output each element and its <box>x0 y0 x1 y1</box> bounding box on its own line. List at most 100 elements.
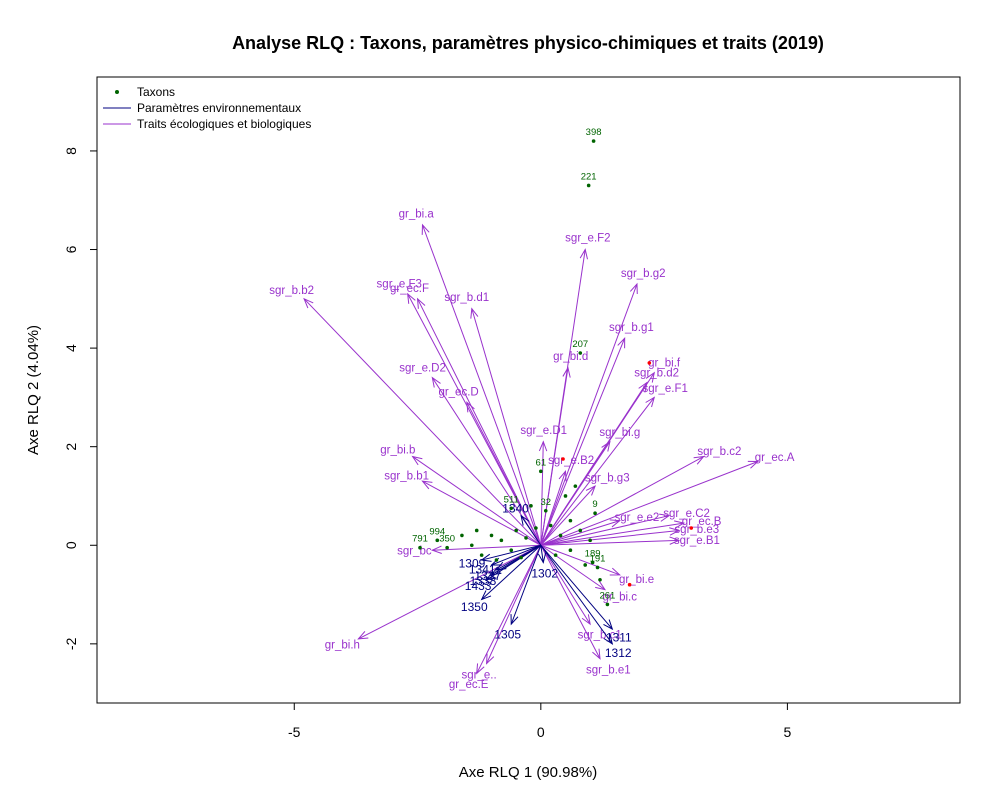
trait-arrow <box>540 397 655 546</box>
trait-arrow <box>540 545 591 625</box>
taxon-label: 207 <box>572 339 588 350</box>
trait-label: sgr_bc <box>397 546 432 558</box>
trait-label: sgr_b.e1 <box>586 664 631 676</box>
trait-arrow <box>540 545 601 659</box>
trait-label: sgr_b.c2 <box>697 446 741 458</box>
trait-arrow <box>540 544 606 591</box>
env-label: 1312 <box>605 646 632 660</box>
trait-arrow <box>540 338 626 546</box>
trait-arrow <box>422 480 542 546</box>
taxon-point <box>598 577 602 582</box>
taxon-point <box>588 538 592 543</box>
taxon-point <box>591 139 596 143</box>
env-label: 1340 <box>502 501 529 515</box>
highlighted-point <box>627 582 632 587</box>
taxon-label: 32 <box>540 497 551 508</box>
trait-label: sgr_b.d1 <box>444 292 489 304</box>
trait-arrow-head <box>693 455 705 465</box>
trait-arrow-head <box>411 455 423 466</box>
env-label: 1337 <box>474 569 501 583</box>
trait-label: sgr_bi.g <box>599 427 640 439</box>
env-arrow <box>481 544 541 561</box>
taxon-point <box>418 545 422 550</box>
taxon-point <box>499 538 504 543</box>
env-label: 1309 <box>459 556 486 570</box>
trait-label: gr_ec.F <box>390 283 429 295</box>
trait-label: gr_bi.c <box>602 591 637 603</box>
taxon-label: 61 <box>536 457 547 468</box>
trait-arrow <box>540 520 620 546</box>
taxon-point <box>558 533 563 538</box>
y-tick-label: -2 <box>63 637 79 650</box>
trait-arrow <box>540 539 679 546</box>
trait-arrow-head <box>645 371 655 383</box>
trait-arrow-head <box>476 663 485 675</box>
y-tick-label: 0 <box>63 541 79 549</box>
trait-label: sgr_e.C2 <box>663 508 710 520</box>
trait-arrow <box>422 224 542 546</box>
env-arrow <box>481 544 542 600</box>
trait-label: sgr_e.F2 <box>565 233 610 245</box>
taxon-point <box>568 548 573 552</box>
trait-arrow-head <box>466 401 475 413</box>
env-arrow-head <box>480 553 492 562</box>
taxon-label: 791 <box>412 534 428 545</box>
env-arrow-head <box>537 552 547 564</box>
taxon-label: 350 <box>439 534 455 545</box>
legend-label: Paramètres environnementaux <box>137 101 301 115</box>
env-label: 1305 <box>494 627 521 641</box>
trait-label: sgr_b.b1 <box>384 470 429 482</box>
plot-frame <box>96 76 961 704</box>
env-label: 1433 <box>465 579 492 593</box>
trait-label: sgr_e.e2 <box>615 512 660 524</box>
trait-arrow-head <box>303 297 314 309</box>
env-arrow <box>491 544 542 566</box>
trait-arrow-head <box>747 460 760 469</box>
taxon-label: 511 <box>504 494 519 505</box>
taxon-point <box>573 484 578 488</box>
highlighted-point <box>689 526 694 530</box>
highlighted-point <box>561 457 565 461</box>
legend: Taxons Paramètres environnementaux Traits … <box>103 85 311 131</box>
trait-arrow <box>540 485 596 546</box>
y-axis-label: Axe RLQ 2 (4.04%) <box>25 325 42 455</box>
trait-arrow-head <box>638 381 648 393</box>
y-tick-label: 8 <box>63 147 79 155</box>
trait-label: gr_ec.E <box>449 679 489 691</box>
trait-arrow <box>432 544 541 551</box>
x-axis-label: Axe RLQ 1 (90.98%) <box>459 764 597 781</box>
taxon-point <box>578 528 583 533</box>
legend-label: Traits écologiques et biologiques <box>137 117 311 131</box>
trait-arrow-head <box>645 396 656 408</box>
trait-label: sgr_e.D1 <box>520 425 567 437</box>
trait-arrow <box>466 402 542 546</box>
trait-arrow-head <box>592 648 601 660</box>
trait-arrow-head <box>431 376 441 388</box>
trait-arrow <box>412 456 542 546</box>
trait-label: gr_bi.h <box>325 639 360 651</box>
taxon-label: 398 <box>586 127 602 138</box>
taxon-point <box>586 183 591 188</box>
trait-arrow-head <box>673 520 686 529</box>
trait-arrow <box>540 529 679 546</box>
trait-arrow <box>540 544 620 576</box>
env-arrow-head <box>603 619 614 631</box>
taxon-point <box>553 553 558 557</box>
trait-arrow <box>417 298 542 546</box>
taxon-point <box>563 494 568 498</box>
taxon-point <box>494 558 499 562</box>
env-label: 1302 <box>531 566 558 580</box>
trait-label: gr_bi.f <box>648 358 681 370</box>
trait-arrow <box>540 461 758 546</box>
env-arrow <box>540 545 544 563</box>
trait-label: sgr_b.b2 <box>269 285 314 297</box>
taxon-point <box>595 565 600 570</box>
trait-arrow-head <box>659 513 671 522</box>
taxon-point <box>605 602 610 607</box>
trait-label: sgr_b.e3 <box>674 524 719 536</box>
taxon-point <box>509 548 514 552</box>
trait-arrow <box>540 441 544 546</box>
